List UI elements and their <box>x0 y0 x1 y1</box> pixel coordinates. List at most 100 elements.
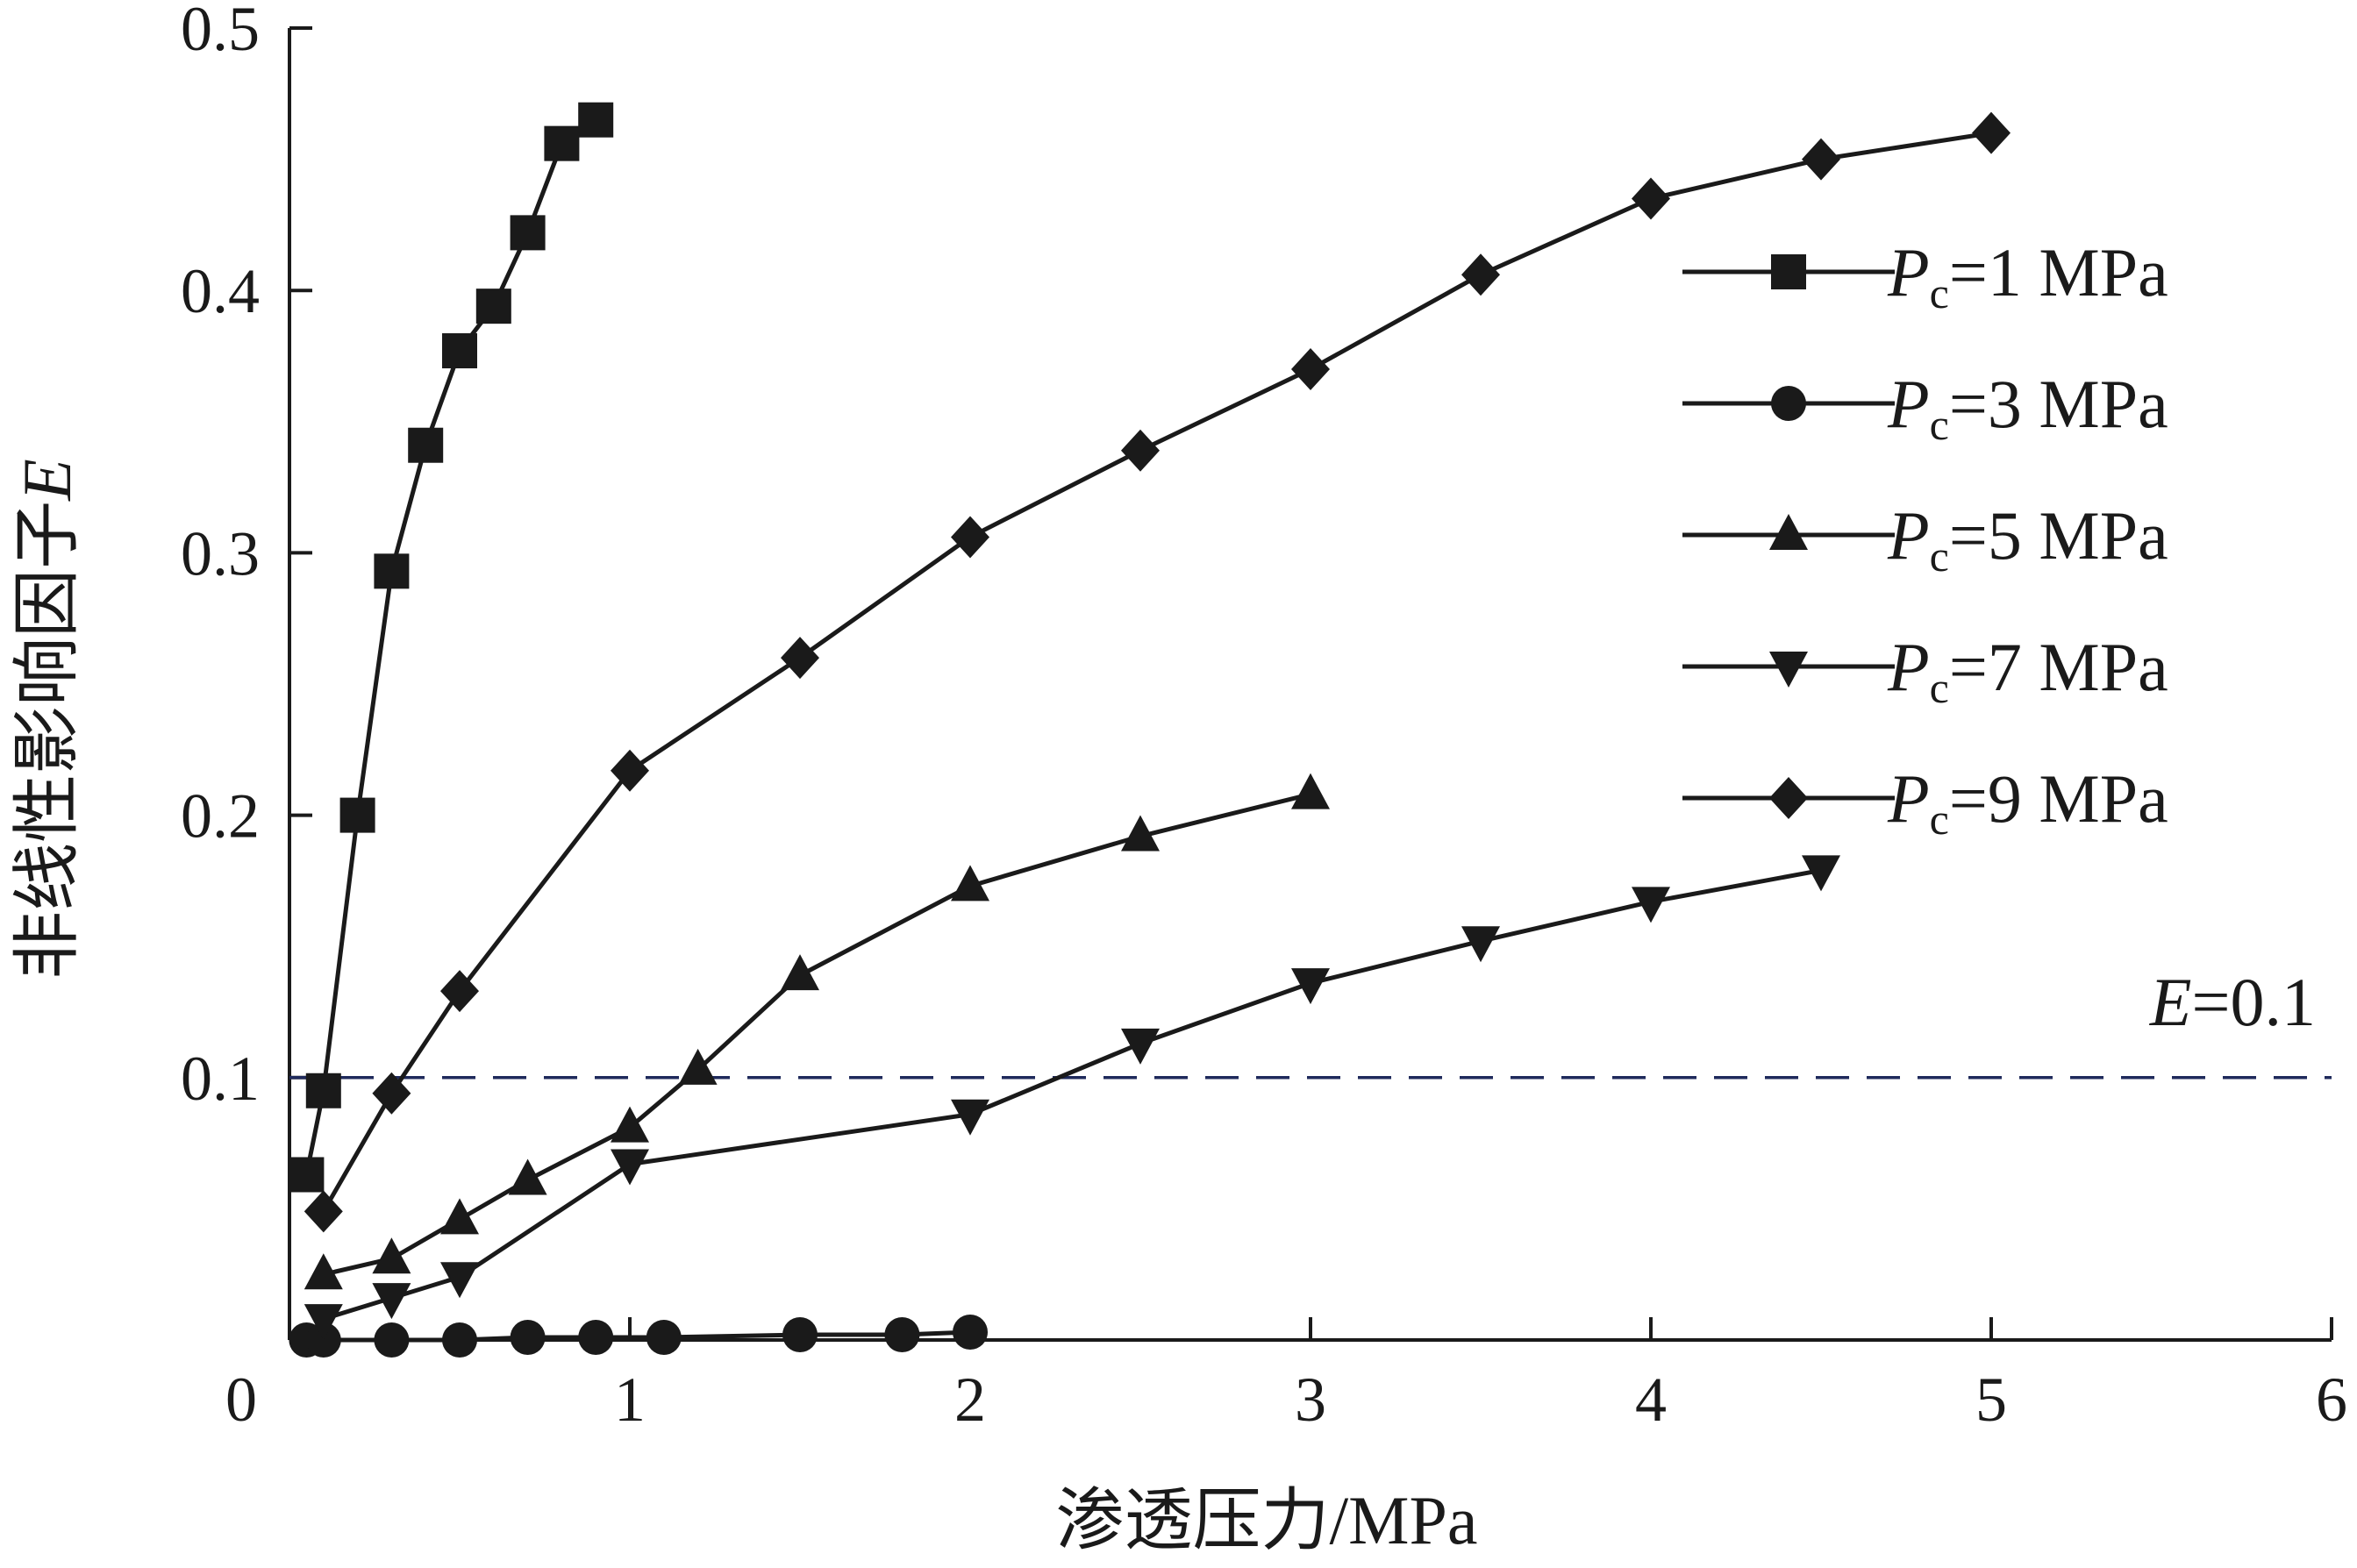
legend-rest: =3 MPa <box>1949 366 2168 442</box>
legend-marker <box>1769 652 1808 688</box>
axes: 0 1 2 3 4 5 6 0.1 0.2 0.3 0.4 0.5 <box>181 0 2347 1435</box>
data-point <box>374 553 410 589</box>
x-tick-label: 3 <box>1295 1365 1326 1435</box>
reference-line-label: E=0.1 <box>2149 964 2316 1040</box>
series-line <box>323 867 1822 1322</box>
data-point <box>339 797 375 833</box>
data-point <box>1461 926 1500 963</box>
legend-item-5: Pc=9 MPa <box>1682 760 2168 844</box>
data-point <box>1121 429 1160 472</box>
data-point <box>611 1149 649 1186</box>
data-point <box>578 102 614 138</box>
legend-rest: =5 MPa <box>1949 497 2168 574</box>
y-tick-label: 0.2 <box>181 781 260 852</box>
x-tick-label: 6 <box>2316 1365 2347 1435</box>
data-point <box>440 1198 479 1235</box>
legend-marker <box>1771 254 1806 289</box>
y-tick-label: 0.1 <box>181 1044 260 1114</box>
legend-var: P <box>1887 760 1930 837</box>
series-line <box>321 131 1992 1213</box>
legend-label: Pc=1 MPa <box>1887 234 2168 317</box>
data-point <box>1632 177 1670 220</box>
legend-label: Pc=7 MPa <box>1887 629 2168 712</box>
data-point <box>440 1262 479 1299</box>
data-point <box>781 954 819 991</box>
data-point <box>1802 138 1840 181</box>
data-point <box>304 1253 343 1290</box>
data-point <box>611 1106 649 1143</box>
data-point <box>289 1157 325 1193</box>
legend-item-2: Pc=3 MPa <box>1682 366 2168 449</box>
data-point <box>304 1190 343 1233</box>
data-point <box>1291 347 1330 390</box>
data-point <box>1291 773 1330 809</box>
data-point <box>304 1304 343 1341</box>
y-axis-title: 非线性影响因子E <box>9 459 85 980</box>
data-point <box>1291 968 1330 1005</box>
legend-var: P <box>1887 497 1930 574</box>
y-axis-title-text: 非线性影响因子 <box>9 501 85 980</box>
data-point <box>305 1073 341 1108</box>
data-point <box>646 1320 682 1356</box>
legend-rest: =7 MPa <box>1949 629 2168 705</box>
legend-subscript: c <box>1930 531 1949 581</box>
data-point <box>374 1322 410 1358</box>
data-point <box>1461 253 1500 296</box>
series-group <box>289 102 2011 1358</box>
x-tick-label: 2 <box>954 1365 986 1435</box>
y-tick-label: 0.5 <box>181 0 260 64</box>
data-point <box>951 1099 989 1136</box>
y-tick-label: 0.4 <box>181 256 260 326</box>
data-point <box>951 516 989 559</box>
data-point <box>372 1237 411 1274</box>
legend-item-4: Pc=7 MPa <box>1682 629 2168 712</box>
series-1 <box>289 102 614 1193</box>
data-point <box>884 1317 920 1353</box>
reference-value: =0.1 <box>2192 964 2317 1040</box>
x-tick-label: 4 <box>1635 1365 1667 1435</box>
data-point <box>1121 815 1160 852</box>
data-point <box>781 637 819 680</box>
legend-rest: =9 MPa <box>1949 760 2168 837</box>
series-line <box>304 118 597 1176</box>
data-point <box>510 1320 546 1356</box>
x-tick-label: 1 <box>614 1365 646 1435</box>
data-point <box>953 1315 988 1351</box>
data-point <box>372 1283 411 1320</box>
series-4 <box>304 855 1840 1341</box>
legend-var: P <box>1887 629 1930 705</box>
data-point <box>1121 1028 1160 1065</box>
data-point <box>1802 855 1840 892</box>
series-line <box>306 1329 971 1343</box>
data-point <box>442 1322 477 1358</box>
legend-subscript: c <box>1930 795 1949 844</box>
legend-label: Pc=3 MPa <box>1887 366 2168 449</box>
legend-var: P <box>1887 366 1930 442</box>
data-point <box>508 1158 547 1195</box>
data-point <box>782 1317 818 1353</box>
reference-var: E <box>2149 964 2192 1040</box>
data-point <box>408 427 444 463</box>
data-point <box>611 749 649 792</box>
legend-item-1: Pc=1 MPa <box>1682 234 2168 317</box>
legend-label: Pc=9 MPa <box>1887 760 2168 844</box>
y-axis-title-var: E <box>9 459 85 502</box>
legend-marker <box>1769 514 1808 550</box>
data-point <box>372 1072 411 1115</box>
series-3 <box>304 773 1330 1290</box>
legend-subscript: c <box>1930 400 1949 449</box>
x-tick-label: 5 <box>1975 1365 2007 1435</box>
series-line <box>323 792 1311 1277</box>
data-point <box>475 289 511 324</box>
x-axis-title: 渗透压力/MPa <box>1055 1482 1477 1558</box>
data-point <box>678 1048 718 1085</box>
data-point <box>510 215 546 251</box>
data-point <box>544 125 580 161</box>
data-point <box>951 865 989 902</box>
x-tick-label: 0 <box>225 1365 257 1435</box>
reference-line-group: E=0.1 <box>289 964 2332 1080</box>
y-tick-label: 0.3 <box>181 518 260 588</box>
legend-rest: =1 MPa <box>1949 234 2168 310</box>
